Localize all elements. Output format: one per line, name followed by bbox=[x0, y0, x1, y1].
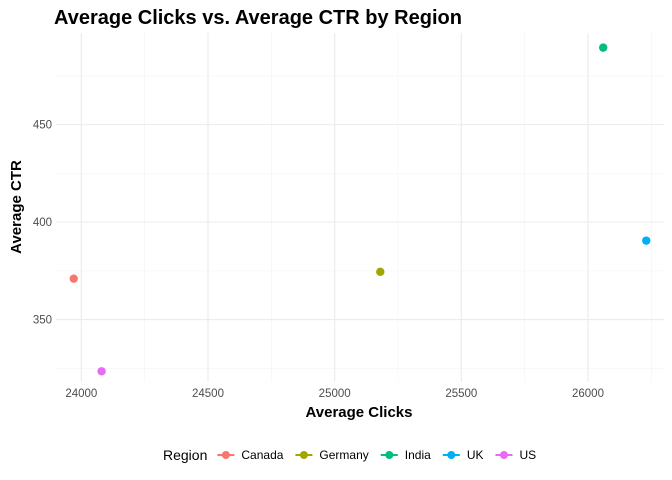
data-point-germany bbox=[376, 267, 385, 277]
legend: Region Canada Germany India UK US bbox=[163, 447, 536, 463]
chart-title: Average Clicks vs. Average CTR by Region bbox=[54, 7, 462, 29]
data-point-india bbox=[599, 43, 608, 52]
x-tick-label: 24000 bbox=[65, 388, 97, 400]
x-tick-label: 25500 bbox=[445, 388, 477, 400]
x-tick-label: 26000 bbox=[572, 388, 604, 400]
legend-label-germany: Germany bbox=[319, 448, 368, 462]
y-axis-ticks: 350 400 450 bbox=[33, 120, 52, 327]
legend-key-point-uk bbox=[447, 451, 456, 459]
x-axis-title: Average Clicks bbox=[305, 404, 412, 421]
data-point-canada bbox=[69, 274, 78, 283]
x-tick-label: 24500 bbox=[192, 388, 224, 400]
legend-title: Region bbox=[163, 447, 207, 463]
legend-items: Canada Germany India UK US bbox=[217, 448, 536, 462]
legend-key-point-india bbox=[385, 451, 394, 459]
x-tick-label: 25000 bbox=[319, 388, 351, 400]
data-point-uk bbox=[642, 236, 651, 245]
data-points bbox=[69, 43, 651, 376]
legend-label-india: India bbox=[405, 448, 431, 462]
legend-key-point-us bbox=[499, 451, 508, 459]
data-point-us bbox=[97, 367, 106, 376]
legend-key-point-canada bbox=[221, 451, 230, 459]
x-axis-ticks: 24000 24500 25000 25500 26000 bbox=[65, 388, 604, 400]
legend-label-us: US bbox=[519, 448, 536, 462]
y-tick-label: 400 bbox=[33, 217, 52, 229]
y-tick-label: 350 bbox=[33, 315, 52, 327]
y-tick-label: 450 bbox=[33, 120, 52, 132]
legend-label-canada: Canada bbox=[241, 448, 283, 462]
legend-key-point-germany bbox=[299, 451, 308, 459]
legend-label-uk: UK bbox=[467, 448, 484, 462]
grid bbox=[56, 33, 664, 382]
y-axis-title: Average CTR bbox=[8, 160, 25, 254]
